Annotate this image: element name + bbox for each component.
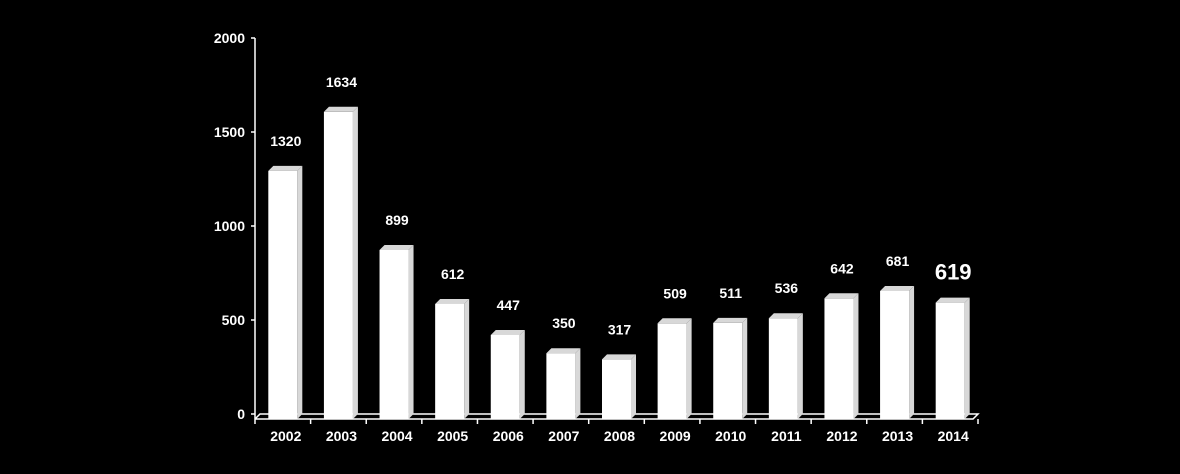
bar-series xyxy=(268,106,970,420)
bar-top-face xyxy=(880,285,915,291)
y-tick-label: 1000 xyxy=(214,218,245,234)
x-tick-label: 2013 xyxy=(882,428,913,444)
data-label: 612 xyxy=(441,266,465,282)
x-tick-label: 2010 xyxy=(715,428,746,444)
x-tick-label: 2011 xyxy=(771,428,802,444)
bar-top-face xyxy=(268,165,303,171)
bar-top-face xyxy=(323,106,358,112)
bar-2005 xyxy=(435,298,470,419)
bar-side-face xyxy=(631,354,636,419)
bar-front-face xyxy=(435,303,465,419)
bar-2003 xyxy=(323,106,358,420)
bar-front-face xyxy=(602,359,631,419)
data-label: 536 xyxy=(775,280,799,296)
bar-2008 xyxy=(602,354,636,419)
y-tick-label: 1500 xyxy=(214,124,245,140)
bar-top-face xyxy=(713,317,748,323)
bar-side-face xyxy=(964,297,970,419)
y-axis: 0 500 1000 1500 2000 xyxy=(214,30,256,422)
bar-top-face xyxy=(546,348,581,354)
x-tick-label: 2008 xyxy=(604,428,635,444)
bar-front-face xyxy=(935,302,965,419)
bar-2011 xyxy=(768,313,803,419)
bar-2002 xyxy=(268,165,303,419)
bar-side-face xyxy=(797,313,803,419)
x-tick-label: 2014 xyxy=(938,428,969,444)
bar-top-face xyxy=(379,244,414,250)
y-tick-label: 2000 xyxy=(214,30,245,46)
bar-front-face xyxy=(713,322,743,419)
data-label: 317 xyxy=(608,321,632,337)
x-tick-label: 2006 xyxy=(493,428,524,444)
bar-front-face xyxy=(768,318,798,419)
bar-side-face xyxy=(853,293,859,419)
data-labels: 1320 1634 899 612 447 350 317 509 511 536 642 681 61… xyxy=(270,74,971,338)
bar-side-face xyxy=(742,317,748,419)
bar-top-face xyxy=(768,313,803,319)
x-tick-label: 2003 xyxy=(326,428,357,444)
data-label: 1320 xyxy=(270,133,301,149)
data-label: 509 xyxy=(663,285,687,301)
bar-side-face xyxy=(575,348,581,419)
bar-side-face xyxy=(686,318,692,419)
bar-front-face xyxy=(490,334,520,419)
data-label: 1634 xyxy=(326,74,357,90)
bar-2006 xyxy=(490,329,525,419)
bar-front-face xyxy=(268,170,298,419)
bar-top-face xyxy=(657,318,692,324)
bar-side-face xyxy=(519,329,525,419)
y-tick-label: 0 xyxy=(237,406,245,422)
data-label: 899 xyxy=(385,212,409,228)
bar-2010 xyxy=(713,317,748,419)
x-tick-label: 2007 xyxy=(548,428,579,444)
bar-front-face xyxy=(379,249,409,419)
data-label: 447 xyxy=(497,297,521,313)
bar-2012 xyxy=(824,293,859,419)
bar-top-face xyxy=(435,298,470,304)
x-tick-label: 2012 xyxy=(826,428,857,444)
bar-front-face xyxy=(323,111,353,420)
bar-front-face xyxy=(546,353,576,419)
bar-top-face xyxy=(824,293,859,299)
bar-side-face xyxy=(909,285,915,419)
bar-front-face xyxy=(657,323,687,419)
data-label: 681 xyxy=(886,253,910,269)
x-tick-label: 2005 xyxy=(437,428,468,444)
data-label: 511 xyxy=(719,285,742,301)
bar-2009 xyxy=(657,318,692,419)
bar-top-face xyxy=(935,297,970,303)
bar-top-face xyxy=(490,329,525,335)
x-tick-label: 2002 xyxy=(270,428,301,444)
data-label: 350 xyxy=(552,315,576,331)
data-label: 619 xyxy=(935,260,972,285)
bar-2013 xyxy=(880,285,915,419)
bar-2004 xyxy=(379,244,414,419)
bar-top-face xyxy=(602,354,636,360)
data-label: 642 xyxy=(830,260,854,276)
bar-2007 xyxy=(546,348,581,419)
bar-side-face xyxy=(297,165,303,419)
bar-side-face xyxy=(464,298,470,419)
bar-front-face xyxy=(880,290,910,419)
x-tick-label: 2004 xyxy=(381,428,412,444)
bar-side-face xyxy=(408,244,414,419)
x-tick-label: 2009 xyxy=(660,428,691,444)
bar-front-face xyxy=(824,298,854,419)
bar-side-face xyxy=(352,106,358,420)
y-tick-label: 500 xyxy=(222,312,246,328)
bar-2014 xyxy=(935,297,970,419)
